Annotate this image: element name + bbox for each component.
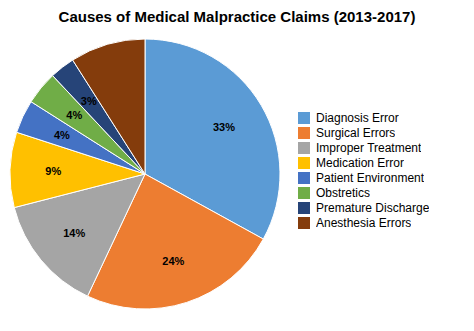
html-text:Premature Discharge: Premature Discharge: [316, 201, 430, 215]
html-text:Anesthesia Errors: Anesthesia Errors: [316, 216, 412, 230]
html-text:Obstretics: Obstretics: [316, 186, 370, 200]
svg-text:9%: 9%: [45, 165, 61, 177]
svg-text:3%: 3%: [81, 95, 97, 107]
html-text:Patient Environment: Patient Environment: [316, 171, 425, 185]
svg-text:4%: 4%: [54, 129, 70, 141]
html-text:Diagnosis Error: Diagnosis Error: [316, 111, 399, 125]
svg-text:33%: 33%: [213, 121, 235, 133]
svg-text:14%: 14%: [63, 227, 85, 239]
svg-text:24%: 24%: [162, 255, 184, 267]
html-text:Improper Treatment: Improper Treatment: [316, 141, 422, 155]
html-text:Surgical Errors: Surgical Errors: [316, 126, 396, 140]
html-text:Causes of Medical Malpractice: Causes of Medical Malpractice Claims (20…: [58, 8, 416, 25]
html-text:Medication Error: Medication Error: [316, 156, 404, 170]
svg-text:4%: 4%: [66, 109, 82, 121]
